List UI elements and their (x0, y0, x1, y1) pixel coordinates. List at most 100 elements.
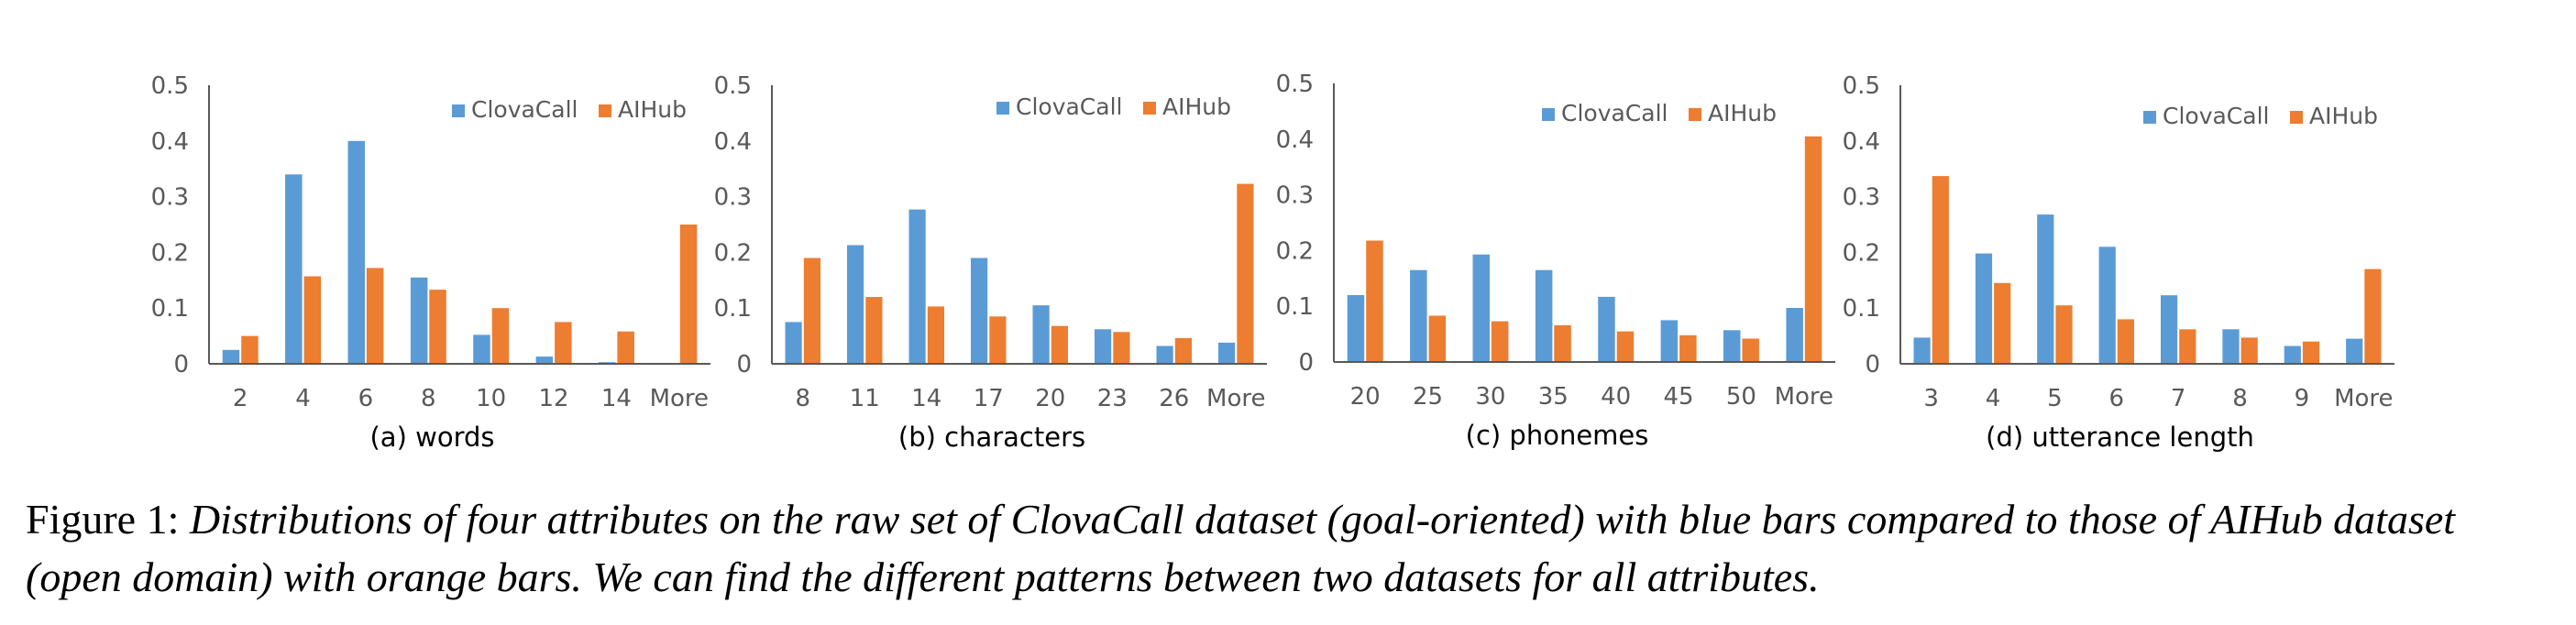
legend-swatch-aihub (1143, 102, 1156, 115)
legend: ClovaCall AIHub (1542, 100, 1777, 126)
aihub-bar (2240, 337, 2258, 364)
clovacall-bar (1472, 254, 1490, 362)
aihub-bar (1679, 334, 1697, 362)
y-tick-label: 0.2 (1843, 239, 1880, 267)
y-tick-label: 0 (1298, 349, 1314, 377)
y-tick-label: 0.4 (1843, 128, 1880, 156)
aihub-bar (2117, 319, 2134, 364)
x-tick-label: 8 (421, 385, 436, 412)
aihub-bar (429, 290, 446, 364)
clovacall-bar (2346, 338, 2363, 364)
x-tick-label: 4 (295, 385, 311, 412)
y-tick-label: 0.3 (714, 184, 752, 212)
aihub-bar (1491, 321, 1509, 362)
clovacall-bar (1410, 269, 1427, 362)
x-tick-label: 12 (539, 385, 569, 412)
aihub-bar (1113, 332, 1130, 364)
y-tick-label: 0.2 (714, 239, 752, 267)
legend-swatch-aihub (1689, 108, 1701, 121)
aihub-bar (555, 322, 572, 364)
x-tick-label: 7 (2171, 385, 2186, 412)
aihub-bar (1051, 325, 1068, 364)
aihub-bar (2179, 329, 2196, 364)
legend-swatch-clovacall (1542, 108, 1555, 121)
x-tick-label: 2 (233, 385, 248, 412)
y-tick-label: 0.5 (1843, 72, 1880, 100)
y-tick-label: 0 (736, 351, 752, 378)
clovacall-bar (410, 277, 428, 364)
aihub-bar (989, 316, 1007, 364)
legend-swatch-clovacall (2143, 111, 2156, 124)
y-tick-label: 0.1 (1276, 293, 1314, 321)
x-tick-label: 14 (911, 385, 941, 412)
legend: ClovaCall AIHub (996, 93, 1231, 120)
x-tick-label: 4 (1986, 385, 2001, 412)
chart-subtitle: (a) words (369, 422, 494, 453)
legend: ClovaCall AIHub (2143, 103, 2378, 129)
clovacall-bar (1598, 296, 1615, 362)
caption-text: Distributions of four attributes on the … (26, 496, 2456, 600)
x-tick-label: 3 (1923, 385, 1939, 412)
y-tick-label: 0 (1865, 351, 1880, 378)
x-tick-label: 8 (2232, 385, 2248, 412)
y-tick-label: 0.1 (1843, 295, 1880, 323)
x-tick-label: 30 (1475, 383, 1505, 411)
y-tick-label: 0.1 (714, 295, 752, 323)
aihub-bar (2055, 305, 2073, 364)
legend-swatch-clovacall (452, 104, 465, 117)
y-tick-label: 0.4 (714, 128, 752, 156)
clovacall-bar (1535, 269, 1553, 362)
clovacall-bar (908, 209, 926, 364)
x-tick-label: 26 (1159, 385, 1189, 412)
clovacall-bar (347, 140, 365, 364)
clovacall-bar (971, 258, 988, 364)
legend-label-aihub: AIHub (1708, 100, 1777, 126)
y-tick-label: 0.4 (1276, 126, 1314, 154)
x-tick-label: More (1206, 385, 1265, 412)
clovacall-bar (535, 356, 554, 364)
x-tick-label: 11 (850, 385, 880, 412)
clovacall-bar (2037, 214, 2054, 364)
aihub-bar (366, 268, 384, 364)
aihub-bar (2302, 341, 2320, 364)
x-tick-label: 5 (2047, 385, 2063, 412)
y-tick-label: 0.2 (151, 239, 189, 267)
aihub-bar (1616, 331, 1635, 362)
legend-label-aihub: AIHub (618, 96, 687, 123)
clovacall-bar (1218, 342, 1236, 364)
aihub-bar (1932, 176, 1949, 364)
aihub-bar (1174, 338, 1192, 364)
clovacall-bar (2161, 295, 2178, 364)
x-tick-label: 9 (2295, 385, 2310, 412)
clovacall-bar (285, 174, 303, 364)
x-tick-label: 40 (1601, 383, 1631, 411)
clovacall-bar (1095, 329, 1112, 364)
x-tick-label: 6 (2109, 385, 2125, 412)
aihub-bar (1742, 338, 1759, 362)
y-tick-label: 0.3 (1843, 184, 1880, 212)
clovacall-bar (473, 334, 490, 364)
aihub-bar (303, 276, 322, 364)
aihub-bar (241, 335, 259, 364)
y-tick-label: 0.5 (714, 72, 752, 100)
clovacall-bar (1156, 345, 1173, 364)
aihub-bar (1237, 183, 1254, 364)
legend-label-clovacall: ClovaCall (1561, 100, 1668, 126)
clovacall-bar (1913, 337, 1931, 364)
x-tick-label: 17 (974, 385, 1004, 412)
aihub-bar (617, 331, 634, 364)
chart-panel-2: 0 0.1 0.2 0.3 0.4 0.5 8 11 14 17 20 23 26 More (b) cha… (714, 72, 1267, 453)
y-tick-label: 0.5 (1276, 71, 1314, 98)
chart-subtitle: (b) characters (898, 422, 1085, 453)
aihub-bar (927, 306, 944, 364)
legend-label-aihub: AIHub (1162, 93, 1231, 120)
y-tick-label: 0.3 (1276, 182, 1314, 210)
clovacall-bar (1723, 330, 1741, 362)
x-tick-label: 6 (358, 385, 374, 412)
aihub-bar (1428, 315, 1447, 362)
legend: ClovaCall AIHub (452, 96, 687, 123)
chart-subtitle: (d) utterance length (1986, 422, 2254, 453)
y-tick-label: 0.3 (151, 184, 189, 212)
chart-panel-1: 0 0.1 0.2 0.3 0.4 0.5 2 4 6 8 10 12 14 More (a) words C… (151, 72, 710, 453)
aihub-bar (679, 225, 698, 364)
